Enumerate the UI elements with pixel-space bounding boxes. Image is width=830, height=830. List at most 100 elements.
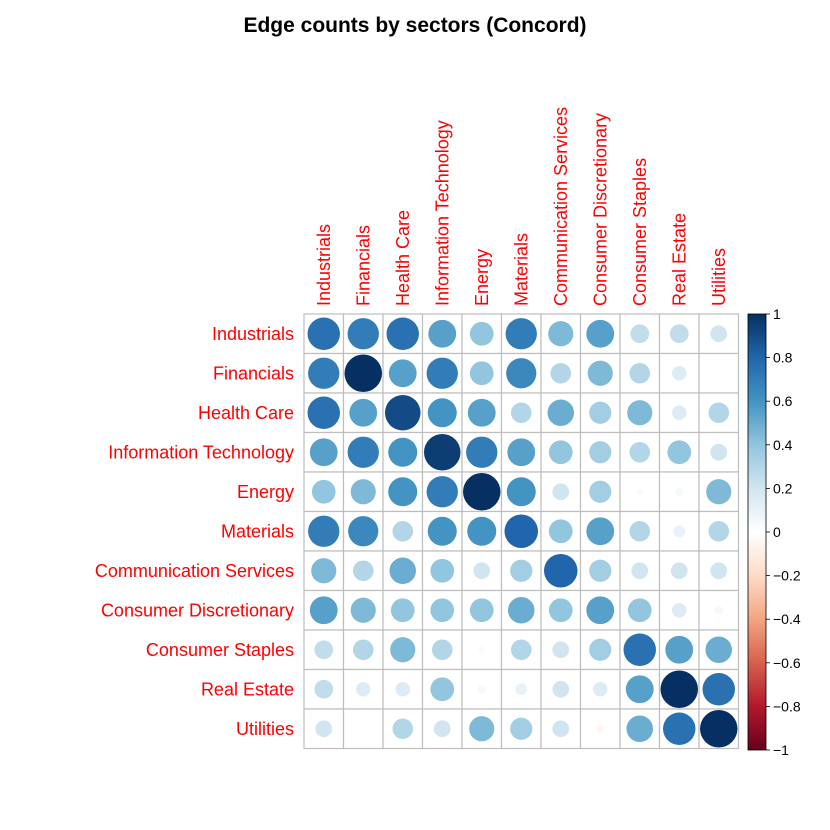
legend-tick-label: −0.4 (773, 611, 801, 627)
correlation-circle (589, 401, 612, 424)
correlation-circle (463, 473, 501, 511)
column-label: Information Technology (432, 120, 452, 306)
chart-title: Edge counts by sectors (Concord) (243, 14, 586, 37)
correlation-circle (426, 476, 458, 508)
correlation-circle (550, 362, 572, 384)
column-label: Health Care (393, 210, 413, 306)
correlation-circle (700, 710, 738, 748)
legend-tick-label: −0.8 (773, 698, 801, 714)
correlation-circle (389, 557, 417, 585)
correlation-circle (667, 440, 692, 465)
correlation-circle (510, 402, 532, 424)
correlation-circle (469, 361, 494, 386)
correlation-circle (506, 477, 536, 507)
grid-cell (698, 550, 740, 592)
correlation-circle (469, 321, 494, 346)
column-labels: Industrials Financials Health Care Informat… (314, 107, 729, 306)
correlation-circle (477, 685, 486, 694)
correlation-circle (355, 681, 371, 697)
row-label: Consumer Staples (146, 640, 294, 660)
correlation-circle (665, 635, 694, 664)
correlation-circle (552, 680, 570, 698)
grid-cell (698, 352, 740, 394)
correlation-circle (663, 712, 696, 745)
correlation-circle (427, 516, 457, 546)
correlation-circle (510, 559, 533, 582)
correlation-circle (671, 602, 687, 618)
correlation-circle (548, 598, 573, 623)
correlation-circle (388, 359, 417, 388)
correlation-circle (388, 437, 418, 467)
correlation-circle (390, 637, 416, 663)
legend-tick-label: 1 (773, 306, 781, 322)
correlation-circle (504, 514, 539, 549)
column-label: Financials (353, 225, 373, 306)
correlation-circle (708, 402, 730, 424)
correlation-circle (506, 358, 537, 389)
correlation-circle (510, 639, 532, 661)
legend-tick-label: 0 (773, 524, 781, 540)
correlation-circle (708, 520, 730, 542)
legend-tick-label: −0.6 (773, 655, 801, 671)
correlation-circle (705, 636, 733, 664)
correlation-circle (467, 516, 497, 546)
correlation-circle (352, 560, 374, 582)
row-label: Industrials (212, 324, 294, 344)
correlation-circle (630, 324, 650, 344)
correlation-circle (507, 438, 536, 467)
correlation-circle (589, 559, 612, 582)
correlation-circle (552, 641, 570, 659)
correlation-circle (552, 483, 570, 501)
correlation-circle (311, 479, 336, 504)
circle-layer (307, 317, 738, 748)
column-label: Consumer Discretionary (590, 113, 610, 306)
correlation-circle (702, 673, 735, 706)
correlation-circle (706, 479, 732, 505)
correlation-circle (431, 639, 453, 661)
correlation-circle (636, 488, 643, 495)
column-label: Utilities (709, 248, 729, 306)
correlation-circle (349, 398, 378, 427)
legend-colorbar (747, 313, 767, 751)
correlation-circle (307, 317, 340, 350)
row-label: Financials (213, 363, 294, 383)
correlation-circle (710, 325, 728, 343)
correlation-circle (548, 440, 573, 465)
legend-tick-label: −0.2 (773, 568, 801, 584)
correlation-circle (625, 675, 654, 704)
correlation-circle (589, 638, 612, 661)
correlation-circle (350, 479, 376, 505)
legend-tick-label: 0.8 (773, 350, 793, 366)
correlation-circle (469, 716, 495, 742)
correlation-circle (669, 324, 689, 344)
correlation-circle (386, 317, 419, 350)
correlation-circle (433, 720, 451, 738)
column-label: Consumer Staples (630, 158, 650, 306)
correlation-circle (505, 318, 537, 350)
grid-cell (342, 708, 384, 750)
correlation-circle (589, 480, 612, 503)
legend-tick-label: 0.4 (773, 437, 793, 453)
column-label: Real Estate (669, 213, 689, 306)
correlation-circle (350, 597, 376, 623)
correlation-circle (428, 319, 457, 348)
correlation-circle (589, 441, 612, 464)
correlation-circle (631, 562, 649, 580)
correlation-circle (671, 365, 687, 381)
correlation-circle (308, 515, 340, 547)
correlation-circle (548, 321, 574, 347)
correlation-circle (467, 398, 496, 427)
correlation-circle (392, 520, 414, 542)
correlation-circle (314, 679, 334, 699)
row-label: Consumer Discretionary (101, 600, 294, 620)
correlation-circle (309, 596, 338, 625)
color-legend: 1 0.8 0.6 0.4 0.2 0 −0.2 −0.4 −0.6 −0.8 −1 (747, 306, 801, 758)
column-label: Industrials (314, 224, 334, 306)
row-label: Utilities (236, 719, 294, 739)
correlation-circle (473, 562, 491, 580)
correlation-circle (311, 558, 337, 584)
correlation-circle (469, 598, 494, 623)
correlation-circle (596, 724, 605, 733)
correlation-circle (552, 720, 570, 738)
